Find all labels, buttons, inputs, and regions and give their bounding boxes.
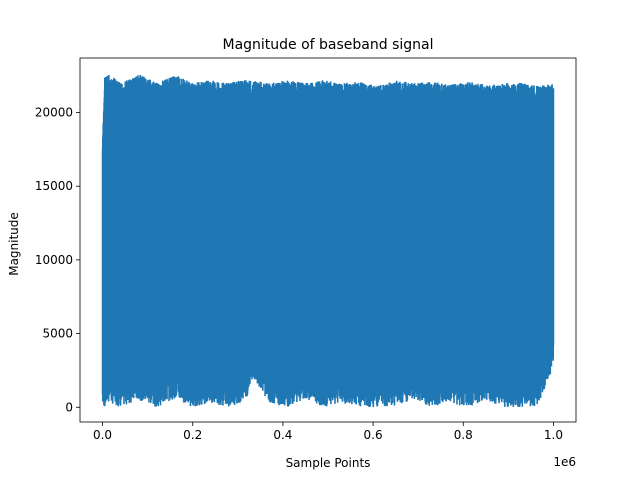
- chart-title: Magnitude of baseband signal: [222, 37, 433, 53]
- x-axis-label: Sample Points: [286, 456, 371, 470]
- x-tick-label: 1.0: [544, 428, 563, 442]
- x-tick-label: 0.0: [93, 428, 112, 442]
- x-tick-label: 0.8: [454, 428, 473, 442]
- y-tick-label: 5000: [42, 327, 73, 341]
- y-tick-label: 10000: [35, 253, 73, 267]
- plot-area: [101, 74, 555, 408]
- x-tick-label: 0.2: [183, 428, 202, 442]
- x-axis-offset-label: 1e6: [553, 455, 576, 469]
- x-tick-label: 0.4: [273, 428, 292, 442]
- signal-series-line: [101, 74, 555, 408]
- y-axis-ticks: 0 5000 10000 15000 20000: [35, 106, 80, 414]
- y-axis-label: Magnitude: [7, 212, 21, 276]
- x-axis-ticks: 0.0 0.2 0.4 0.6 0.8 1.0: [93, 422, 563, 442]
- y-tick-label: 0: [65, 400, 73, 414]
- y-tick-label: 15000: [35, 179, 73, 193]
- y-tick-label: 20000: [35, 106, 73, 120]
- axes-frame: [79, 57, 577, 423]
- x-tick-label: 0.6: [364, 428, 383, 442]
